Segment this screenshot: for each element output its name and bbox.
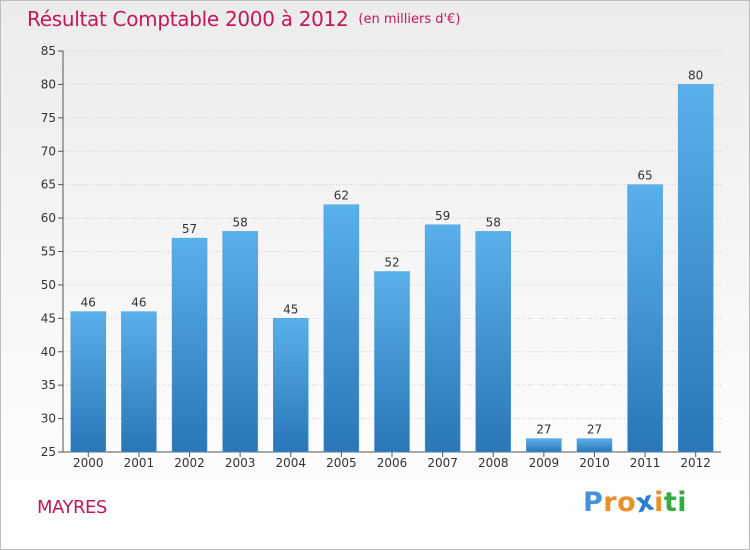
x-tick-label: 2003 [225,456,256,470]
y-tick-label: 45 [41,311,56,325]
y-tick-label: 80 [41,77,56,91]
value-label: 57 [182,222,197,236]
value-label: 27 [587,423,602,437]
value-label: 65 [637,169,652,183]
x-tick-label: 2000 [73,456,104,470]
bar-2004 [273,318,309,453]
bar-2008 [475,231,511,453]
y-tick-label: 50 [41,278,56,292]
bar-2005 [323,204,360,453]
y-tick-label: 40 [41,345,56,359]
x-tick-label: 2004 [275,456,306,470]
x-tick-label: 2005 [326,456,357,470]
logo-letter: i [677,487,688,518]
labels: 25 30 35 40 45 50 55 60 65 70 75 80 85 46 2000 46 2001 57… [41,44,711,470]
x-tick-label: 2010 [579,456,610,470]
y-tick-label: 60 [41,211,56,225]
bar-2010 [576,438,613,453]
y-tick-label: 85 [41,44,56,58]
x-tick-label: 2001 [124,456,155,470]
logo-letter: t [663,487,678,518]
y-tick-label: 55 [41,245,56,259]
value-label: 58 [233,215,248,229]
x-tick-label: 2011 [630,456,661,470]
y-tick-label: 35 [41,378,56,392]
value-label: 52 [384,256,399,270]
bar-2002 [171,237,208,453]
value-label: 27 [536,423,551,437]
x-tick-label: 2006 [377,456,408,470]
x-tick-label: 2009 [529,456,560,470]
x-tick-label: 2007 [427,456,458,470]
y-tick-label: 30 [41,412,56,426]
y-tick-label: 65 [41,178,56,192]
value-label: 80 [688,68,703,82]
x-tick-label: 2008 [478,456,509,470]
value-label: 58 [486,215,501,229]
title-text: Résultat Comptable 2000 à 2012 [27,7,349,31]
value-label: 62 [334,189,349,203]
y-tick-label: 75 [41,111,56,125]
title-unit: (en milliers d'€) [358,12,461,27]
value-label: 46 [131,296,146,310]
logo-letter: P [583,487,604,518]
value-label: 45 [283,302,298,316]
y-tick-label: 25 [41,445,56,459]
x-tick-label: 2002 [174,456,205,470]
x-tick-label: 2012 [680,456,711,470]
bar-2011 [627,184,663,453]
bar-2001 [121,311,157,453]
commune-name: MAYRES [37,497,107,518]
logo-letter: i [654,487,664,518]
bar-2009 [526,438,562,453]
bar-2003 [222,231,258,453]
logo-letter: r [603,487,618,518]
proxiti-logo: Proxiti [583,485,688,519]
bar-2007 [424,224,461,453]
logo-letter: o [617,487,637,518]
bar-2012 [677,84,714,453]
bars [70,84,714,453]
bar-2006 [374,271,410,453]
chart-title: Résultat Comptable 2000 à 2012 (en millie… [27,7,460,31]
bar-2000 [70,311,107,453]
value-label: 59 [435,209,450,223]
value-label: 46 [81,296,96,310]
y-tick-label: 70 [41,144,56,158]
